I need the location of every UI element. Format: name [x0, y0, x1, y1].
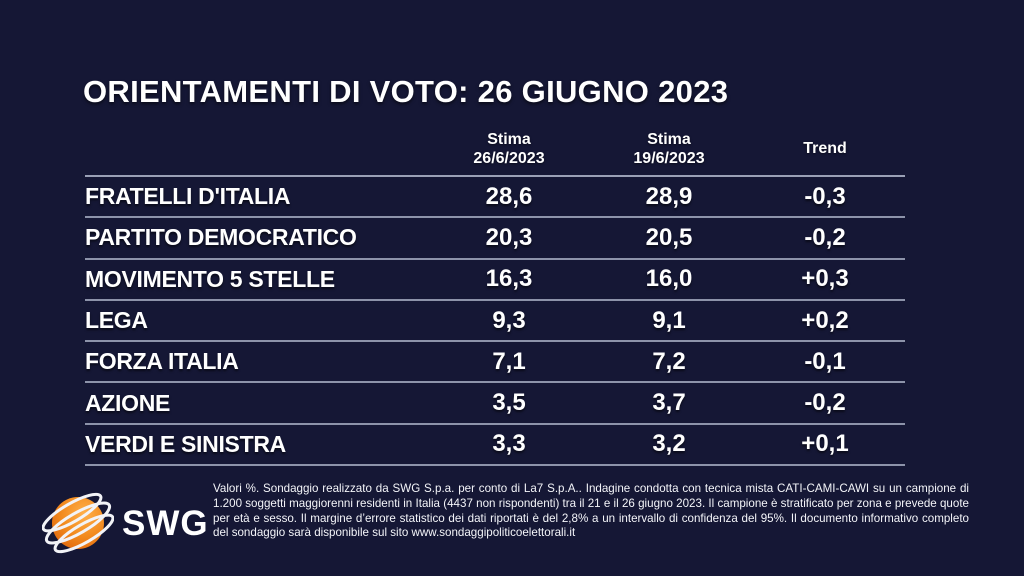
table-row: PARTITO DEMOCRATICO 20,3 20,5 -0,2 [85, 218, 905, 260]
stima2-value: 3,2 [652, 430, 686, 458]
party-name: AZIONE [85, 389, 171, 416]
stima1-value: 16,3 [485, 265, 533, 293]
table-row: VERDI E SINISTRA 3,3 3,2 +0,1 [85, 425, 905, 467]
trend-value: +0,1 [801, 430, 849, 458]
table-row: FRATELLI D'ITALIA 28,6 28,9 -0,3 [85, 177, 905, 219]
page-title: ORIENTAMENTI DI VOTO: 26 GIUGNO 2023 [83, 74, 729, 109]
trend-value: -0,1 [804, 347, 846, 375]
party-name: FORZA ITALIA [85, 348, 239, 375]
trend-value: -0,3 [804, 182, 846, 210]
table-row: LEGA 9,3 9,1 +0,2 [85, 301, 905, 343]
stima2-value: 16,0 [645, 265, 693, 293]
trend-value: -0,2 [804, 223, 846, 251]
party-name: VERDI E SINISTRA [85, 430, 286, 457]
table-header-row: Stima 26/6/2023 Stima 19/6/2023 Trend [85, 122, 905, 177]
stima1-value: 3,3 [492, 430, 526, 458]
swg-logo-text: SWG [122, 504, 209, 543]
stima1-value: 7,1 [492, 347, 526, 375]
stima2-value: 9,1 [652, 306, 686, 334]
stima1-value: 3,5 [492, 389, 526, 417]
trend-value: -0,2 [804, 389, 846, 417]
poll-table: Stima 26/6/2023 Stima 19/6/2023 Trend FR… [85, 122, 905, 467]
table-row: MOVIMENTO 5 STELLE 16,3 16,0 +0,3 [85, 260, 905, 301]
header-stima-19-6: Stima 19/6/2023 [633, 130, 705, 167]
stima2-value: 7,2 [652, 347, 686, 375]
stima1-value: 28,6 [485, 182, 533, 210]
swg-globe-icon [41, 482, 115, 567]
swg-logo: SWG [41, 482, 210, 567]
table-row: AZIONE 3,5 3,7 -0,2 [85, 383, 905, 425]
header-trend: Trend [803, 140, 847, 157]
methodology-disclaimer: Valori %. Sondaggio realizzato da SWG S.… [213, 482, 969, 540]
stima1-value: 9,3 [492, 306, 526, 334]
stima2-value: 3,7 [652, 389, 686, 417]
header-stima-26-6: Stima 26/6/2023 [473, 130, 545, 167]
party-name: FRATELLI D'ITALIA [85, 183, 291, 210]
stima2-value: 20,5 [645, 223, 693, 251]
stima2-value: 28,9 [645, 182, 693, 210]
trend-value: +0,2 [801, 306, 849, 334]
party-name: PARTITO DEMOCRATICO [85, 224, 357, 251]
stima1-value: 20,3 [485, 223, 533, 251]
party-name: LEGA [85, 307, 148, 334]
trend-value: +0,3 [801, 265, 849, 293]
party-name: MOVIMENTO 5 STELLE [85, 265, 335, 292]
table-row: FORZA ITALIA 7,1 7,2 -0,1 [85, 342, 905, 384]
